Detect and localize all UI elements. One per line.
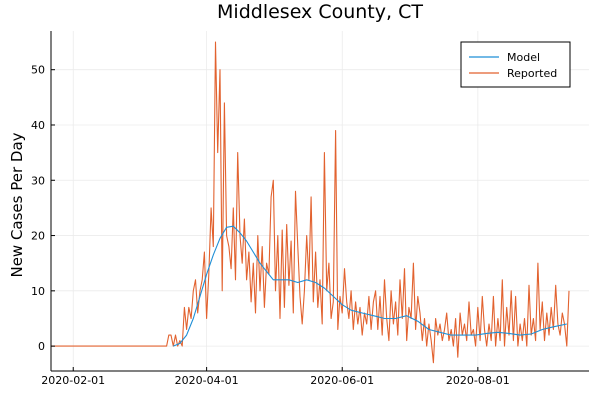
legend-label: Reported	[507, 67, 557, 80]
series-line-reported	[51, 41, 570, 364]
x-tick-label: 2020-02-01	[41, 374, 105, 387]
y-tick-label: 10	[31, 285, 45, 298]
y-tick-label: 50	[31, 64, 45, 77]
plot-area	[51, 41, 570, 364]
x-tick-label: 2020-06-01	[310, 374, 374, 387]
legend-label: Model	[507, 51, 540, 64]
y-tick-label: 30	[31, 174, 45, 187]
y-tick-label: 40	[31, 119, 45, 132]
y-tick-label: 0	[38, 340, 45, 353]
axes	[50, 31, 589, 372]
chart-title: Middlesex County, CT	[217, 1, 423, 23]
y-axis-label: New Cases Per Day	[8, 132, 26, 277]
tick-labels: 0 10 20 30 40 50 2020-02-01 2020-04-01 2020-06-0…	[31, 64, 510, 387]
legend: Model Reported	[460, 41, 571, 88]
y-tick-label: 20	[31, 230, 45, 243]
x-tick-label: 2020-04-01	[175, 374, 239, 387]
series-line-model	[173, 225, 567, 347]
legend-box	[460, 41, 571, 88]
x-tick-label: 2020-08-01	[446, 374, 510, 387]
